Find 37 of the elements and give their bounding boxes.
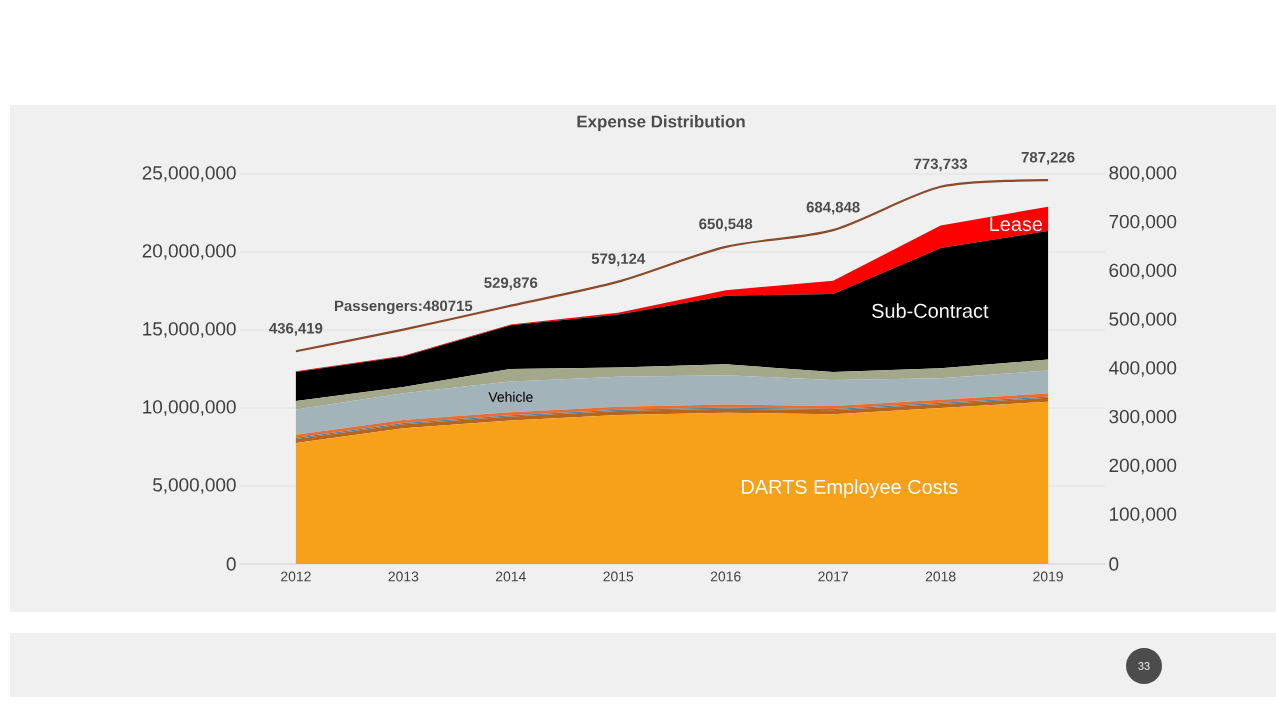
x-tick-label: 2018 [925, 571, 956, 582]
x-tick-label: 2013 [388, 571, 419, 582]
x-tick-label: 2015 [603, 571, 634, 582]
data-label: Passengers:480715 [334, 300, 473, 315]
y2-tick-label: 300,000 [1109, 409, 1177, 426]
series-label: Lease [990, 217, 1043, 232]
y2-tick-label: 200,000 [1109, 458, 1177, 475]
y2-tick-label: 100,000 [1109, 507, 1177, 524]
y-tick-label: 10,000,000 [143, 400, 236, 416]
text: 33 [1138, 662, 1150, 670]
y2-tick-label: 500,000 [1109, 312, 1177, 329]
y-tick-label: 0 [226, 557, 236, 571]
y-tick-label: 25,000,000 [142, 166, 236, 182]
chart-title: Expense Distribution [577, 115, 745, 131]
data-label: 436,419 [269, 322, 323, 336]
y2-tick-label: 0 [1109, 557, 1119, 571]
y2-tick-label: 800,000 [1109, 166, 1177, 182]
x-tick-label: 2017 [818, 571, 848, 582]
y2-tick-label: 700,000 [1109, 214, 1177, 231]
x-tick-label: 2019 [1033, 571, 1063, 582]
data-label: 684,848 [806, 201, 860, 215]
x-tick-label: 2014 [495, 571, 526, 582]
y2-tick-label: 600,000 [1109, 263, 1177, 280]
x-tick-label: 2016 [710, 571, 741, 582]
y-tick-label: 20,000,000 [142, 244, 236, 260]
data-label: 579,124 [591, 253, 646, 267]
series-label: Vehicle [488, 391, 533, 402]
y-tick-label: 5,000,000 [153, 478, 236, 494]
series-label: Sub-Contract [872, 303, 989, 318]
data-label: 529,876 [484, 277, 538, 291]
y2-tick-label: 400,000 [1108, 361, 1177, 377]
series-label: DARTS Employee Costs [742, 479, 958, 498]
data-label: 773,733 [914, 158, 968, 172]
data-label: 650,548 [699, 218, 753, 232]
y-tick-label: 15,000,000 [143, 322, 236, 338]
x-tick-label: 2012 [281, 571, 311, 582]
data-label: 787,226 [1021, 151, 1075, 165]
